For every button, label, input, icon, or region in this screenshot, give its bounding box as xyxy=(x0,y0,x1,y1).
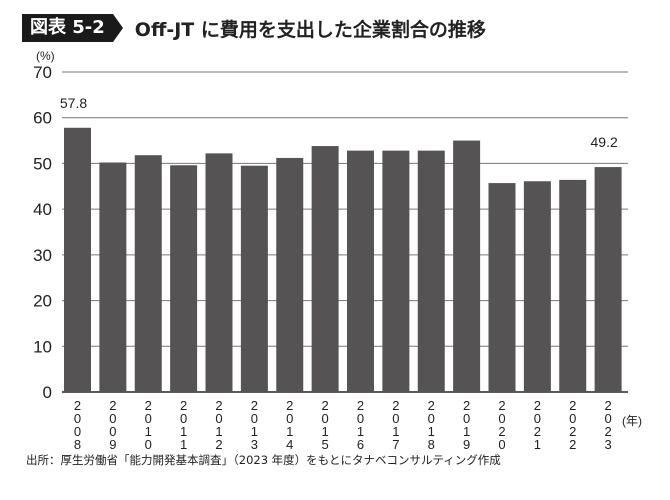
bar-2021 xyxy=(523,181,551,392)
figure-label: 図表 5-2 xyxy=(22,14,113,42)
x-tick-label-2016: 1 xyxy=(357,424,364,439)
y-tick-label: 30 xyxy=(33,246,52,265)
y-tick-label: 70 xyxy=(33,63,52,82)
bar-2013 xyxy=(240,165,268,392)
bar-2019 xyxy=(453,140,481,392)
x-tick-label-2022: 2 xyxy=(569,437,576,450)
x-tick-label-2014: 4 xyxy=(286,437,293,450)
bar-2018 xyxy=(417,150,445,392)
x-tick-label-2017: 1 xyxy=(392,424,399,439)
x-tick-label-2020: 0 xyxy=(498,437,505,450)
bar-2016 xyxy=(347,150,374,392)
bar-chart: 010203040506070(%)200857.820092010201120… xyxy=(33,49,642,450)
x-tick-label-2009: 0 xyxy=(109,424,116,439)
x-tick-label-2013: 1 xyxy=(251,424,258,439)
y-tick-label: 0 xyxy=(43,383,52,402)
x-tick-label-2016: 2 xyxy=(357,398,364,413)
x-tick-label-2020: 2 xyxy=(498,398,505,413)
x-tick-label-2022: 0 xyxy=(569,411,576,426)
x-axis-label: (年) xyxy=(622,414,642,428)
x-tick-label-2014: 0 xyxy=(286,411,293,426)
bar-2011 xyxy=(170,165,198,392)
data-label: 57.8 xyxy=(60,95,87,111)
source-note: 出所：厚生労働省「能力開発基本調査」（2023 年度）をもとにタナベコンサルティ… xyxy=(26,453,501,467)
title-row: 図表 5-2 Off-JT に費用を支出した企業割合の推移 xyxy=(22,14,486,42)
x-tick-label-2017: 2 xyxy=(392,398,399,413)
x-tick-label-2021: 2 xyxy=(534,398,541,413)
x-tick-label-2015: 2 xyxy=(322,398,329,413)
x-tick-label-2011: 1 xyxy=(180,424,187,439)
x-tick-label-2021: 1 xyxy=(534,437,541,450)
y-tick-label: 50 xyxy=(33,154,52,173)
x-tick-label-2011: 0 xyxy=(180,411,187,426)
x-tick-label-2012: 1 xyxy=(215,424,222,439)
x-tick-label-2009: 0 xyxy=(109,411,116,426)
x-tick-label-2011: 1 xyxy=(180,437,187,450)
x-tick-label-2008: 2 xyxy=(74,398,81,413)
x-tick-label-2022: 2 xyxy=(569,424,576,439)
x-tick-label-2012: 2 xyxy=(215,398,222,413)
x-tick-label-2008: 8 xyxy=(74,437,81,450)
bar-2012 xyxy=(205,153,233,392)
figure-label-arrow xyxy=(112,14,123,42)
chart-title: Off-JT に費用を支出した企業割合の推移 xyxy=(134,18,486,41)
data-label: 49.2 xyxy=(591,134,618,150)
x-tick-label-2019: 9 xyxy=(463,437,470,450)
x-tick-label-2019: 1 xyxy=(463,424,470,439)
bar-2008 xyxy=(64,127,91,393)
x-tick-label-2015: 5 xyxy=(322,437,329,450)
x-tick-label-2008: 0 xyxy=(74,411,81,426)
bar-2022 xyxy=(559,179,587,392)
x-tick-label-2019: 2 xyxy=(463,398,470,413)
x-tick-label-2013: 0 xyxy=(251,411,258,426)
x-tick-label-2014: 2 xyxy=(286,398,293,413)
x-tick-label-2013: 3 xyxy=(251,437,258,450)
x-tick-label-2011: 2 xyxy=(180,398,187,413)
x-tick-label-2010: 0 xyxy=(145,437,152,450)
y-tick-label: 10 xyxy=(33,337,52,356)
x-tick-label-2015: 1 xyxy=(322,424,329,439)
x-tick-label-2020: 0 xyxy=(498,411,505,426)
x-tick-label-2009: 2 xyxy=(109,398,116,413)
x-tick-label-2016: 0 xyxy=(357,411,364,426)
x-tick-label-2010: 0 xyxy=(145,411,152,426)
x-tick-label-2017: 7 xyxy=(392,437,399,450)
x-tick-label-2018: 8 xyxy=(428,437,435,450)
bar-2015 xyxy=(311,146,339,392)
x-tick-label-2019: 0 xyxy=(463,411,470,426)
x-tick-label-2014: 1 xyxy=(286,424,293,439)
bar-2023 xyxy=(594,167,622,392)
x-tick-label-2021: 2 xyxy=(534,424,541,439)
x-tick-label-2008: 0 xyxy=(74,424,81,439)
x-tick-label-2009: 9 xyxy=(109,437,116,450)
y-tick-label: 20 xyxy=(33,292,52,311)
x-tick-label-2017: 0 xyxy=(392,411,399,426)
x-tick-label-2023: 2 xyxy=(605,424,612,439)
y-tick-label: 60 xyxy=(33,109,52,128)
x-tick-label-2018: 1 xyxy=(428,424,435,439)
y-axis-label: (%) xyxy=(36,49,55,63)
bar-2010 xyxy=(134,155,162,392)
x-tick-label-2023: 3 xyxy=(605,437,612,450)
x-tick-label-2023: 2 xyxy=(605,398,612,413)
bar-2020 xyxy=(488,183,516,392)
x-tick-label-2013: 2 xyxy=(251,398,258,413)
x-tick-label-2023: 0 xyxy=(605,411,612,426)
x-tick-label-2010: 2 xyxy=(145,398,152,413)
bar-2017 xyxy=(382,150,410,392)
x-tick-label-2010: 1 xyxy=(145,424,152,439)
x-tick-label-2016: 6 xyxy=(357,437,364,450)
x-tick-label-2022: 2 xyxy=(569,398,576,413)
x-tick-label-2018: 0 xyxy=(428,411,435,426)
x-tick-label-2015: 0 xyxy=(322,411,329,426)
x-tick-label-2020: 2 xyxy=(498,424,505,439)
bar-2009 xyxy=(99,162,127,392)
x-tick-label-2012: 0 xyxy=(215,411,222,426)
x-tick-label-2018: 2 xyxy=(428,398,435,413)
x-tick-label-2021: 0 xyxy=(534,411,541,426)
y-tick-label: 40 xyxy=(33,200,52,219)
x-tick-label-2012: 2 xyxy=(215,437,222,450)
bar-2014 xyxy=(276,157,304,392)
